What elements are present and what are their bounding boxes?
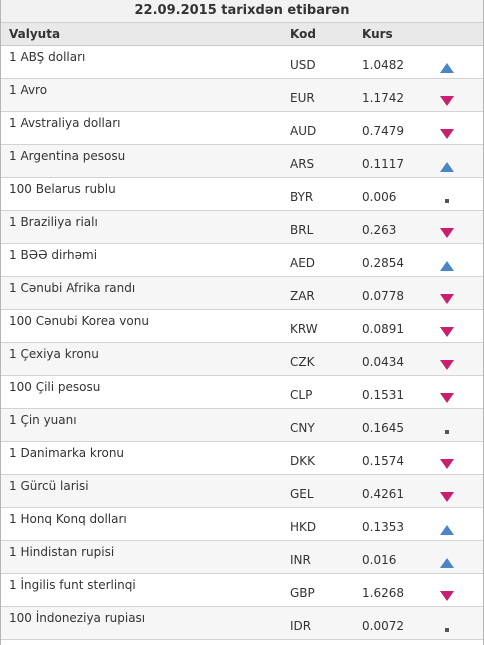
currency-code: CNY (290, 421, 315, 435)
trend-down-icon (438, 490, 456, 504)
currency-name: 1 Cənubi Afrika randı (9, 281, 136, 295)
currency-name: 100 Belarus rublu (9, 182, 116, 196)
exchange-rate: 0.7479 (362, 124, 404, 138)
exchange-rate: 0.006 (362, 190, 397, 204)
exchange-rate: 1.0482 (362, 58, 404, 72)
currency-code: GEL (290, 487, 314, 501)
exchange-rate: 0.1645 (362, 421, 404, 435)
exchange-rate: 1.6268 (362, 586, 404, 600)
exchange-rate: 0.0434 (362, 355, 404, 369)
table-row: 1 Cənubi Afrika randı ZAR 0.0778 (1, 277, 483, 310)
currency-code: USD (290, 58, 316, 72)
table-row: 1 Çexiya kronu CZK 0.0434 (1, 343, 483, 376)
table-row: 1 Honq Konq dolları HKD 0.1353 (1, 508, 483, 541)
column-header-currency: Valyuta (9, 27, 61, 41)
trend-down-icon (438, 391, 456, 405)
table-row: 1 İngilis funt sterlinqi GBP 1.6268 (1, 574, 483, 607)
trend-up-icon (438, 523, 456, 537)
currency-code: KRW (290, 322, 318, 336)
currency-name: 1 Avro (9, 83, 48, 97)
rates-date-header: 22.09.2015 tarixdən etibarən (1, 0, 483, 23)
currency-code: DKK (290, 454, 315, 468)
exchange-rate: 1.1742 (362, 91, 404, 105)
trend-down-icon (438, 127, 456, 141)
currency-code: HKD (290, 520, 317, 534)
table-row: 1 Braziliya rialı BRL 0.263 (1, 211, 483, 244)
trend-up-icon (438, 160, 456, 174)
exchange-rate: 0.0891 (362, 322, 404, 336)
exchange-rate: 0.0072 (362, 619, 404, 633)
trend-up-icon (438, 61, 456, 75)
currency-code: GBP (290, 586, 315, 600)
table-row: 100 Cənubi Korea vonu KRW 0.0891 (1, 310, 483, 343)
currency-code: AUD (290, 124, 317, 138)
exchange-rate: 0.016 (362, 553, 397, 567)
exchange-rate: 0.1353 (362, 520, 404, 534)
currency-code: IDR (290, 619, 312, 633)
currency-name: 1 ABŞ dolları (9, 50, 86, 64)
table-row: 1 Danimarka kronu DKK 0.1574 (1, 442, 483, 475)
currency-name: 100 Cənubi Korea vonu (9, 314, 149, 328)
trend-down-icon (438, 292, 456, 306)
trend-flat-icon (438, 622, 456, 636)
trend-up-icon (438, 259, 456, 273)
currency-name: 100 Çili pesosu (9, 380, 101, 394)
currency-code: CLP (290, 388, 313, 402)
table-header-row: Valyuta Kod Kurs (1, 23, 483, 46)
exchange-rate: 0.1117 (362, 157, 404, 171)
exchange-rate: 0.1531 (362, 388, 404, 402)
currency-name: 1 Honq Konq dolları (9, 512, 127, 526)
table-row: 1 Hindistan rupisi INR 0.016 (1, 541, 483, 574)
currency-name: 1 BƏƏ dirhəmi (9, 248, 98, 262)
table-row: 100 Çili pesosu CLP 0.1531 (1, 376, 483, 409)
table-row: 1 Argentina pesosu ARS 0.1117 (1, 145, 483, 178)
currency-name: 1 Argentina pesosu (9, 149, 126, 163)
currency-name: 1 Braziliya rialı (9, 215, 98, 229)
trend-down-icon (438, 226, 456, 240)
table-row: 1 BƏƏ dirhəmi AED 0.2854 (1, 244, 483, 277)
table-row: 1 Avro EUR 1.1742 (1, 79, 483, 112)
currency-code: CZK (290, 355, 315, 369)
exchange-rate: 0.263 (362, 223, 397, 237)
currency-code: AED (290, 256, 316, 270)
trend-up-icon (438, 556, 456, 570)
column-header-code: Kod (290, 27, 316, 41)
table-row: 1 Gürcü larisi GEL 0.4261 (1, 475, 483, 508)
rates-table-body: 1 ABŞ dolları USD 1.0482 1 Avro EUR 1.1742 1 A… (1, 46, 483, 640)
trend-down-icon (438, 325, 456, 339)
currency-code: EUR (290, 91, 315, 105)
currency-code: BRL (290, 223, 314, 237)
currency-code: INR (290, 553, 311, 567)
currency-name: 1 Çin yuanı (9, 413, 77, 427)
exchange-rate: 0.0778 (362, 289, 404, 303)
trend-down-icon (438, 589, 456, 603)
currency-name: 1 Avstraliya dolları (9, 116, 121, 130)
column-header-rate: Kurs (362, 27, 393, 41)
currency-code: BYR (290, 190, 314, 204)
currency-code: ZAR (290, 289, 315, 303)
currency-name: 1 Gürcü larisi (9, 479, 89, 493)
table-row: 1 Çin yuanı CNY 0.1645 (1, 409, 483, 442)
currency-name: 1 Danimarka kronu (9, 446, 125, 460)
trend-flat-icon (438, 193, 456, 207)
trend-down-icon (438, 457, 456, 471)
currency-name: 1 Hindistan rupisi (9, 545, 115, 559)
currency-name: 1 Çexiya kronu (9, 347, 99, 361)
table-row: 1 ABŞ dolları USD 1.0482 (1, 46, 483, 79)
trend-down-icon (438, 94, 456, 108)
trend-down-icon (438, 358, 456, 372)
table-row: 100 Belarus rublu BYR 0.006 (1, 178, 483, 211)
exchange-rate: 0.1574 (362, 454, 404, 468)
currency-name: 100 İndoneziya rupiası (9, 611, 146, 625)
table-row: 1 Avstraliya dolları AUD 0.7479 (1, 112, 483, 145)
trend-flat-icon (438, 424, 456, 438)
exchange-rate: 0.2854 (362, 256, 404, 270)
table-row: 100 İndoneziya rupiası IDR 0.0072 (1, 607, 483, 640)
currency-code: ARS (290, 157, 315, 171)
currency-name: 1 İngilis funt sterlinqi (9, 578, 136, 592)
exchange-rate: 0.4261 (362, 487, 404, 501)
